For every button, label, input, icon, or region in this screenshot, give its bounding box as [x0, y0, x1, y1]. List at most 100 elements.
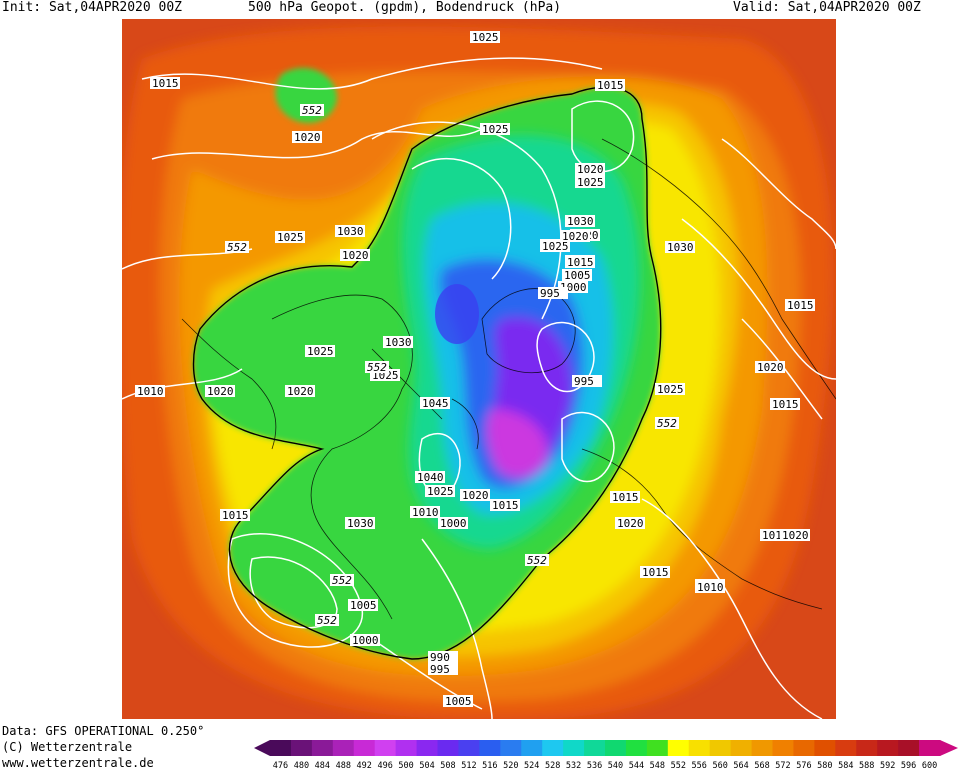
map-title: 500 hPa Geopot. (gpdm), Bodendruck (hPa): [248, 0, 562, 15]
isobar-europe-1015: [641, 498, 823, 719]
svg-text:1030: 1030: [337, 225, 364, 238]
colorbar-swatch: [835, 740, 857, 756]
svg-text:1025: 1025: [427, 485, 454, 498]
init-time-label: Init: Sat,04APR2020 00Z: [2, 0, 183, 15]
svg-text:1000: 1000: [440, 517, 467, 530]
pressure-label: 1030: [665, 241, 695, 254]
colorbar-swatch: [646, 740, 669, 756]
coastline-pacific: [181, 318, 277, 450]
colorbar-tick-label: 600: [922, 761, 937, 770]
colorbar-swatch: [667, 740, 690, 756]
pressure-label: 1000: [350, 634, 380, 647]
pressure-label: 1020: [575, 163, 605, 176]
pressure-label: 1020: [340, 249, 370, 262]
pressure-label: 1030: [565, 215, 595, 228]
colorbar-swatch: [709, 740, 732, 756]
colorbar-tick-label: 584: [838, 761, 853, 770]
colorbar-arrow-low: [254, 740, 270, 756]
isobar-arctic-mid: [411, 157, 512, 280]
colorbar-tick-label: 592: [880, 761, 895, 770]
height-labels: 552 552 552 552 552 552 552: [225, 104, 679, 627]
color-legend: 476 480 484 488 492 496 500 504 508 512 516 520 524 5…: [254, 740, 959, 771]
colorbar-tick-label: 500: [398, 761, 413, 770]
colorbar-swatch: [814, 740, 836, 756]
colorbar-swatch: [416, 740, 438, 756]
colorbar-tick-label: 548: [650, 761, 665, 770]
colorbar-tick-label: 484: [315, 761, 330, 770]
height-contour-label: 552: [225, 241, 249, 254]
svg-text:1015: 1015: [567, 256, 594, 269]
pressure-label: 1015: [770, 398, 800, 411]
pressure-labels: 1025101510151020102510201020102510301020…: [135, 31, 815, 708]
svg-text:552: 552: [657, 417, 677, 430]
svg-text:1040: 1040: [417, 471, 444, 484]
svg-text:1005: 1005: [350, 599, 377, 612]
colorbar-tick-label: 552: [671, 761, 686, 770]
colorbar-tick-label: 536: [587, 761, 602, 770]
colorbar-swatch: [290, 740, 313, 756]
colorbar-tick-label: 528: [545, 761, 560, 770]
pressure-label: 1025: [540, 240, 570, 253]
svg-text:1020: 1020: [577, 163, 604, 176]
svg-text:1025: 1025: [657, 383, 684, 396]
svg-text:995: 995: [430, 663, 450, 676]
svg-text:1030: 1030: [667, 241, 694, 254]
svg-text:1020: 1020: [782, 529, 809, 542]
pressure-label: 1020: [615, 517, 645, 530]
svg-text:1015: 1015: [612, 491, 639, 504]
colorbar-tick-label: 532: [566, 761, 581, 770]
height-contour-label: 552: [655, 417, 679, 430]
svg-text:1015: 1015: [772, 398, 799, 411]
pressure-label: 1020: [285, 385, 315, 398]
svg-text:552: 552: [367, 361, 387, 374]
coastline-asia: [601, 138, 836, 400]
svg-text:1015: 1015: [787, 299, 814, 312]
colorbar-swatch: [542, 740, 564, 756]
isobar-atlantic: [421, 538, 493, 719]
colorbar-tick-label: 560: [712, 761, 727, 770]
pressure-label: 1030: [383, 336, 413, 349]
svg-text:1030: 1030: [567, 215, 594, 228]
svg-text:1000: 1000: [352, 634, 379, 647]
pressure-label: 1020: [560, 230, 590, 243]
svg-text:1005: 1005: [445, 695, 472, 708]
coastline-arctic-islands: [371, 348, 479, 450]
colorbar-tick-label: 492: [357, 761, 372, 770]
isobar-asia-1030: [721, 138, 836, 250]
pressure-label: 1015: [610, 491, 640, 504]
website-link[interactable]: www.wetterzentrale.de: [2, 756, 154, 770]
svg-text:1045: 1045: [422, 397, 449, 410]
pressure-label: 1005: [443, 695, 473, 708]
isobar-arctic-outer: [371, 121, 562, 320]
colorbar-tick-label: 588: [859, 761, 874, 770]
height-contour-552: [192, 86, 662, 660]
svg-text:552: 552: [227, 241, 247, 254]
height-contour-label: 552: [365, 361, 389, 374]
colorbar-swatch: [584, 740, 606, 756]
isobar-1025-nw: [141, 57, 603, 90]
colorbar-swatch: [877, 740, 899, 756]
colorbar-tick-label: 556: [692, 761, 707, 770]
pressure-label: 1030: [335, 225, 365, 238]
colorbar-swatch: [353, 740, 376, 756]
colorbar-swatch: [793, 740, 815, 756]
colorbar-tick-label: 480: [294, 761, 309, 770]
colorbar-tick-label: 476: [273, 761, 288, 770]
svg-text:1015: 1015: [642, 566, 669, 579]
height-low-center-nw: [435, 284, 479, 344]
svg-text:1025: 1025: [277, 231, 304, 244]
pressure-label: 1025: [480, 123, 510, 136]
svg-text:1015: 1015: [492, 499, 519, 512]
valid-time-label: Valid: Sat,04APR2020 00Z: [733, 0, 921, 15]
colorbar-swatch: [479, 740, 501, 756]
weather-map: 1025101510151020102510201020102510301020…: [122, 19, 836, 719]
svg-text:1020: 1020: [757, 361, 784, 374]
pressure-label: 1015: [640, 566, 670, 579]
pressure-label: 990: [428, 651, 458, 664]
colorbar-swatch: [311, 740, 334, 756]
svg-text:1030: 1030: [347, 517, 374, 530]
colorbar-tick-label: 540: [608, 761, 623, 770]
colorbar-tick-label: 508: [440, 761, 455, 770]
svg-text:1020: 1020: [562, 230, 589, 243]
colorbar-tick-label: 496: [377, 761, 392, 770]
